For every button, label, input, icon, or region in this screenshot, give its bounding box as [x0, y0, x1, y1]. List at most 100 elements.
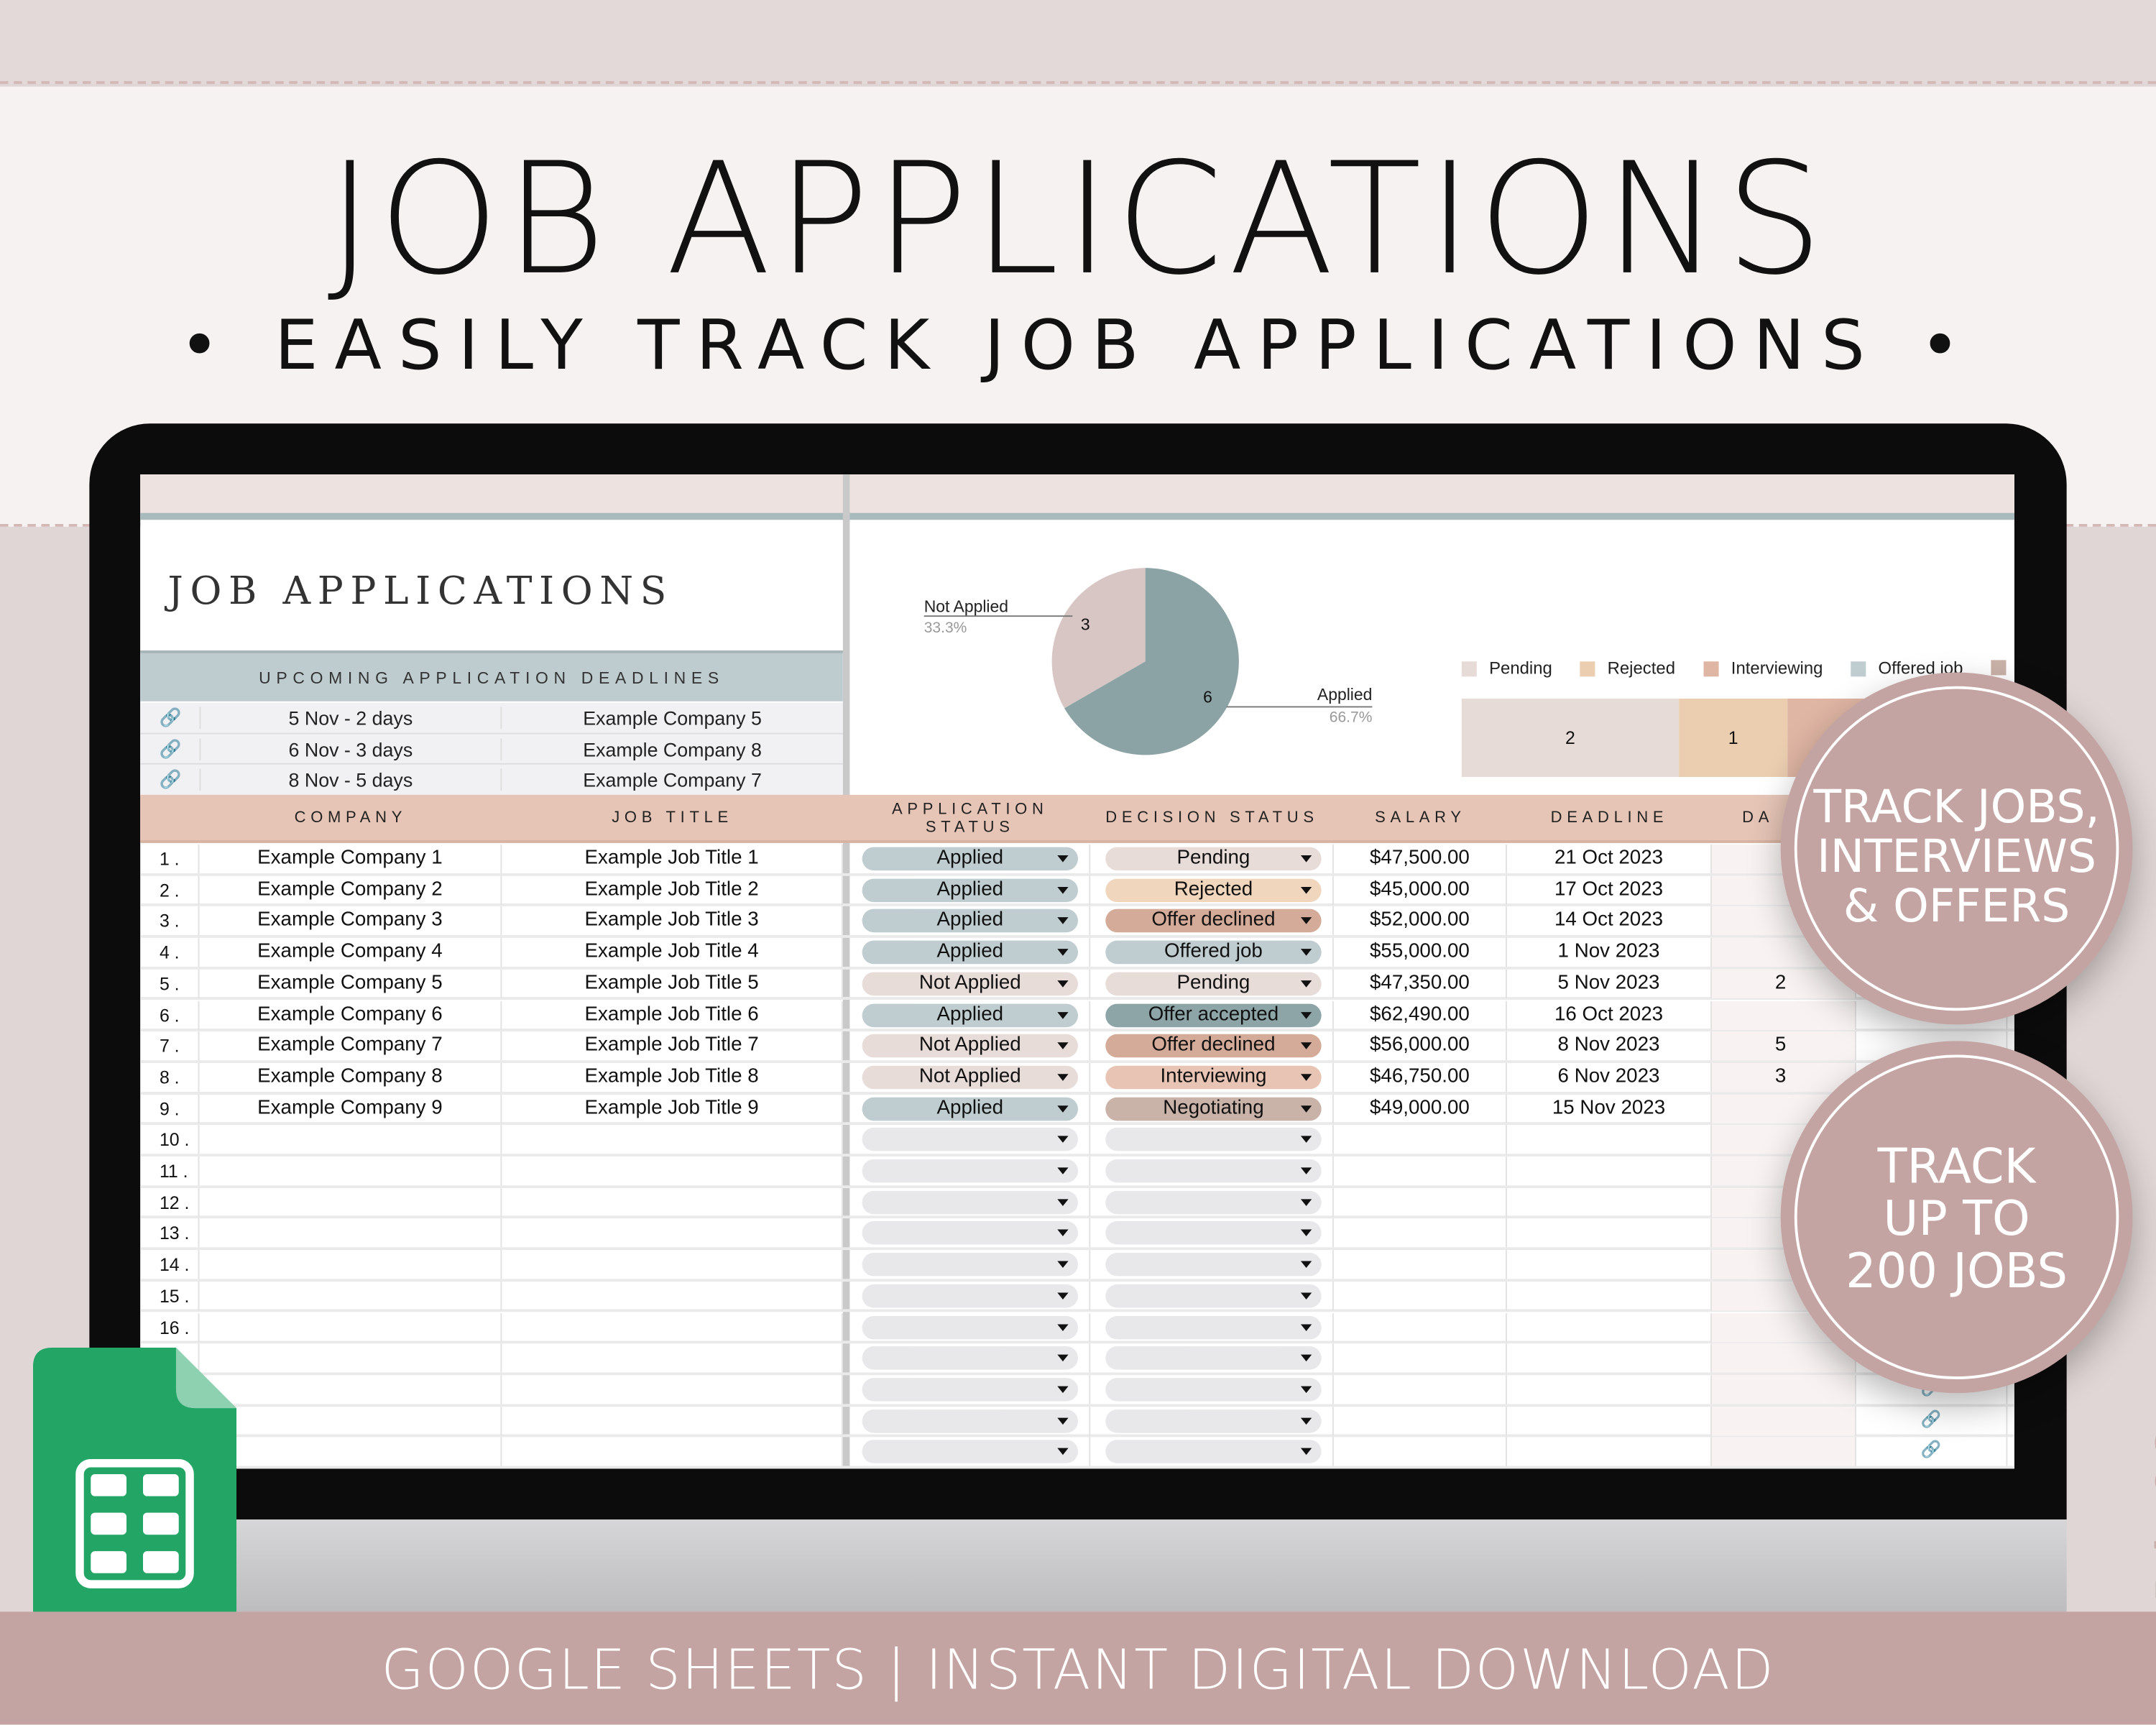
job-title-cell[interactable]	[502, 1343, 843, 1373]
row-number[interactable]: 3 .	[140, 906, 200, 936]
row-number[interactable]: 12 .	[140, 1187, 200, 1217]
job-title-cell[interactable]: Example Job Title 7	[502, 1031, 843, 1061]
deadline-cell[interactable]: 14 Oct 2023	[1507, 906, 1713, 936]
decision-status-dropdown[interactable]: Pending	[1105, 847, 1322, 871]
application-status-dropdown[interactable]	[862, 1159, 1079, 1183]
application-status-cell[interactable]	[849, 1343, 1091, 1373]
decision-status-cell[interactable]	[1090, 1156, 1334, 1186]
decision-status-dropdown[interactable]: Interviewing	[1105, 1065, 1322, 1090]
decision-status-cell[interactable]	[1090, 1406, 1334, 1435]
application-status-dropdown[interactable]	[862, 1346, 1079, 1370]
row-number[interactable]: 15 .	[140, 1281, 200, 1310]
application-status-dropdown[interactable]	[862, 1440, 1079, 1464]
decision-status-dropdown[interactable]	[1105, 1253, 1322, 1276]
application-status-cell[interactable]	[849, 1281, 1091, 1310]
salary-cell[interactable]: $49,000.00	[1334, 1094, 1507, 1123]
application-status-dropdown[interactable]	[862, 1377, 1079, 1402]
row-number[interactable]: 8 .	[140, 1062, 200, 1092]
decision-status-dropdown[interactable]: Negotiating	[1105, 1097, 1322, 1121]
job-title-cell[interactable]: Example Job Title 9	[502, 1094, 843, 1123]
deadline-cell[interactable]	[1507, 1250, 1713, 1279]
company-cell[interactable]	[199, 1312, 502, 1342]
days-cell[interactable]	[1712, 1406, 1856, 1435]
decision-status-cell[interactable]	[1090, 1312, 1334, 1342]
salary-cell[interactable]: $62,490.00	[1334, 1000, 1507, 1030]
row-number[interactable]: 10 .	[140, 1125, 200, 1154]
application-status-cell[interactable]	[849, 969, 1091, 998]
link-icon[interactable]: 🔗	[159, 737, 182, 759]
salary-cell[interactable]: $45,000.00	[1334, 875, 1507, 905]
company-cell[interactable]: Example Company 7	[199, 1031, 502, 1061]
company-cell[interactable]	[199, 1437, 502, 1467]
decision-status-cell[interactable]	[1090, 1218, 1334, 1248]
job-title-cell[interactable]: Example Job Title 4	[502, 938, 843, 967]
application-status-dropdown[interactable]	[862, 1409, 1079, 1432]
decision-status-cell[interactable]	[1090, 1343, 1334, 1373]
company-cell[interactable]: Example Company 2	[199, 875, 502, 905]
row-number[interactable]	[140, 1343, 200, 1373]
application-status-cell[interactable]	[849, 1312, 1091, 1342]
application-status-dropdown[interactable]: Applied	[862, 1003, 1079, 1027]
deadline-cell[interactable]: 16 Oct 2023	[1507, 1000, 1713, 1030]
application-status-dropdown[interactable]	[862, 1315, 1079, 1339]
decision-status-cell[interactable]	[1090, 1250, 1334, 1279]
days-cell[interactable]	[1712, 1375, 1856, 1404]
application-status-cell[interactable]	[849, 1156, 1091, 1186]
application-status-cell[interactable]	[849, 1437, 1091, 1467]
salary-cell[interactable]	[1334, 1187, 1507, 1217]
frozen-column-divider[interactable]	[842, 474, 850, 1469]
application-status-cell[interactable]	[849, 1250, 1091, 1279]
application-status-cell[interactable]	[849, 1406, 1091, 1435]
deadline-cell[interactable]: 17 Oct 2023	[1507, 875, 1713, 905]
application-status-cell[interactable]	[849, 1218, 1091, 1248]
job-title-cell[interactable]: Example Job Title 3	[502, 906, 843, 936]
link-cell[interactable]	[1856, 1406, 2008, 1435]
deadline-cell[interactable]	[1507, 1218, 1713, 1248]
company-cell[interactable]	[199, 1281, 502, 1310]
row-number[interactable]: 1 .	[140, 844, 200, 873]
application-status-dropdown[interactable]	[862, 1128, 1079, 1151]
company-cell[interactable]	[199, 1125, 502, 1154]
job-title-cell[interactable]	[502, 1375, 843, 1404]
decision-status-dropdown[interactable]	[1105, 1128, 1322, 1151]
link-icon[interactable]: 🔗	[1920, 1409, 1942, 1429]
company-cell[interactable]: Example Company 1	[199, 844, 502, 873]
company-cell[interactable]: Example Company 4	[199, 938, 502, 967]
salary-cell[interactable]	[1334, 1156, 1507, 1186]
decision-status-dropdown[interactable]	[1105, 1315, 1322, 1339]
row-number[interactable]: 14 .	[140, 1250, 200, 1279]
pie-slice-applied[interactable]	[1064, 568, 1239, 755]
job-title-cell[interactable]	[502, 1281, 843, 1310]
salary-cell[interactable]	[1334, 1281, 1507, 1310]
bar-segment[interactable]: 2	[1461, 698, 1680, 777]
application-status-cell[interactable]	[849, 1094, 1091, 1123]
decision-status-cell[interactable]	[1090, 969, 1334, 998]
deadline-cell[interactable]	[1507, 1125, 1713, 1154]
salary-cell[interactable]: $55,000.00	[1334, 938, 1507, 967]
company-cell[interactable]	[199, 1187, 502, 1217]
application-status-dropdown[interactable]: Applied	[862, 1097, 1079, 1121]
application-status-dropdown[interactable]: Applied	[862, 847, 1079, 871]
company-cell[interactable]: Example Company 6	[199, 1000, 502, 1030]
company-cell[interactable]	[199, 1406, 502, 1435]
job-title-cell[interactable]: Example Job Title 6	[502, 1000, 843, 1030]
application-status-dropdown[interactable]: Applied	[862, 909, 1079, 933]
salary-cell[interactable]: $47,350.00	[1334, 969, 1507, 998]
job-title-cell[interactable]	[502, 1406, 843, 1435]
job-title-cell[interactable]	[502, 1437, 843, 1467]
salary-cell[interactable]: $47,500.00	[1334, 844, 1507, 873]
application-status-cell[interactable]	[849, 844, 1091, 873]
decision-status-cell[interactable]	[1090, 844, 1334, 873]
decision-status-cell[interactable]	[1090, 1062, 1334, 1092]
company-cell[interactable]: Example Company 9	[199, 1094, 502, 1123]
salary-cell[interactable]	[1334, 1312, 1507, 1342]
deadline-cell[interactable]: 21 Oct 2023	[1507, 844, 1713, 873]
job-title-cell[interactable]	[502, 1250, 843, 1279]
link-icon[interactable]: 🔗	[1920, 1440, 1942, 1460]
job-title-cell[interactable]: Example Job Title 5	[502, 969, 843, 998]
row-number[interactable]: 2 .	[140, 875, 200, 905]
decision-status-dropdown[interactable]: Offer declined	[1105, 909, 1322, 933]
company-cell[interactable]	[199, 1156, 502, 1186]
job-title-cell[interactable]	[502, 1156, 843, 1186]
decision-status-cell[interactable]	[1090, 1125, 1334, 1154]
